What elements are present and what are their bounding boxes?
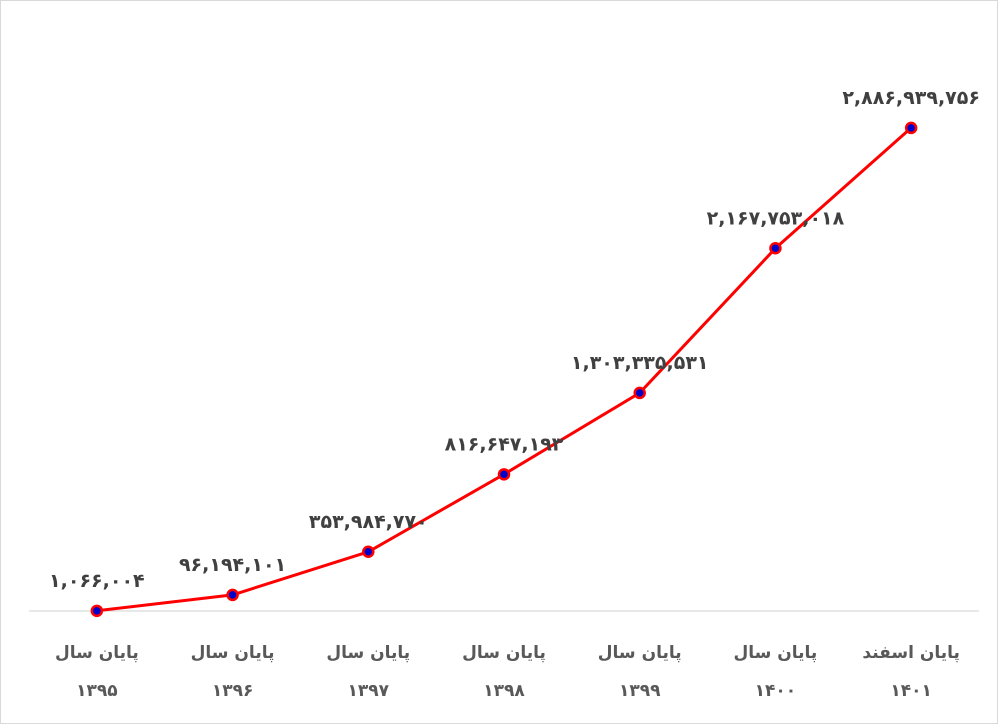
x-tick-label-year: ۱۴۰۱ [890, 681, 932, 701]
x-tick-label-text: پایان سال [462, 643, 546, 663]
data-point-6 [769, 242, 782, 255]
data-point-2 [226, 588, 239, 602]
series-line [96, 126, 913, 613]
x-tick-label-5: پایان سال ۱۳۹۹ [598, 643, 682, 701]
series-layer [90, 121, 918, 618]
data-point-3 [362, 545, 375, 559]
x-tick-label-year: ۱۴۰۰ [755, 681, 797, 701]
x-tick-label-text: پایان اسفند [862, 643, 960, 663]
x-tick-label-year: ۱۳۹۵ [76, 681, 118, 701]
data-label-2: ۹۶,۱۹۴,۱۰۱ [179, 554, 286, 576]
x-tick-label-3: پایان سال ۱۳۹۷ [326, 643, 410, 701]
data-point-7 [904, 121, 918, 135]
data-point-1 [90, 604, 104, 618]
x-tick-label-year: ۱۳۹۶ [212, 681, 254, 701]
data-label-3: ۳۵۳,۹۸۴,۷۷۰ [309, 511, 428, 533]
x-tick-label-text: پایان سال [326, 643, 410, 663]
x-tick-label-4: پایان سال ۱۳۹۸ [462, 643, 546, 701]
data-point-4 [497, 468, 511, 481]
x-tick-label-2: پایان سال ۱۳۹۶ [191, 643, 275, 701]
data-label-4: ۸۱۶,۶۴۷,۱۹۳ [445, 433, 564, 455]
data-label-6: ۲,۱۶۷,۷۵۳,۰۱۸ [707, 207, 845, 229]
data-label-5: ۱,۳۰۳,۳۳۵,۵۳۱ [571, 352, 709, 374]
x-tick-label-year: ۱۳۹۷ [348, 681, 390, 701]
x-tick-label-text: پایان سال [598, 643, 682, 663]
x-tick-label-year: ۱۳۹۹ [619, 681, 661, 701]
x-tick-label-7: پایان اسفند ۱۴۰۱ [862, 643, 960, 701]
x-tick-label-text: پایان سال [191, 643, 275, 663]
data-label-1: ۱,۰۶۶,۰۰۴ [49, 570, 145, 592]
data-label-7: ۲,۸۸۶,۹۳۹,۷۵۶ [842, 87, 980, 109]
x-tick-label-1: پایان سال ۱۳۹۵ [55, 643, 139, 701]
x-tick-label-year: ۱۳۹۸ [483, 681, 525, 701]
x-tick-label-text: پایان سال [55, 643, 139, 663]
data-labels-layer: ۱,۰۶۶,۰۰۴ ۹۶,۱۹۴,۱۰۱ ۳۵۳,۹۸۴,۷۷۰ ۸۱۶,۶۴۷,۱۹… [49, 87, 980, 592]
x-tick-label-6: پایان سال ۱۴۰۰ [734, 643, 818, 701]
x-tick-label-text: پایان سال [734, 643, 818, 663]
data-point-5 [633, 386, 646, 400]
